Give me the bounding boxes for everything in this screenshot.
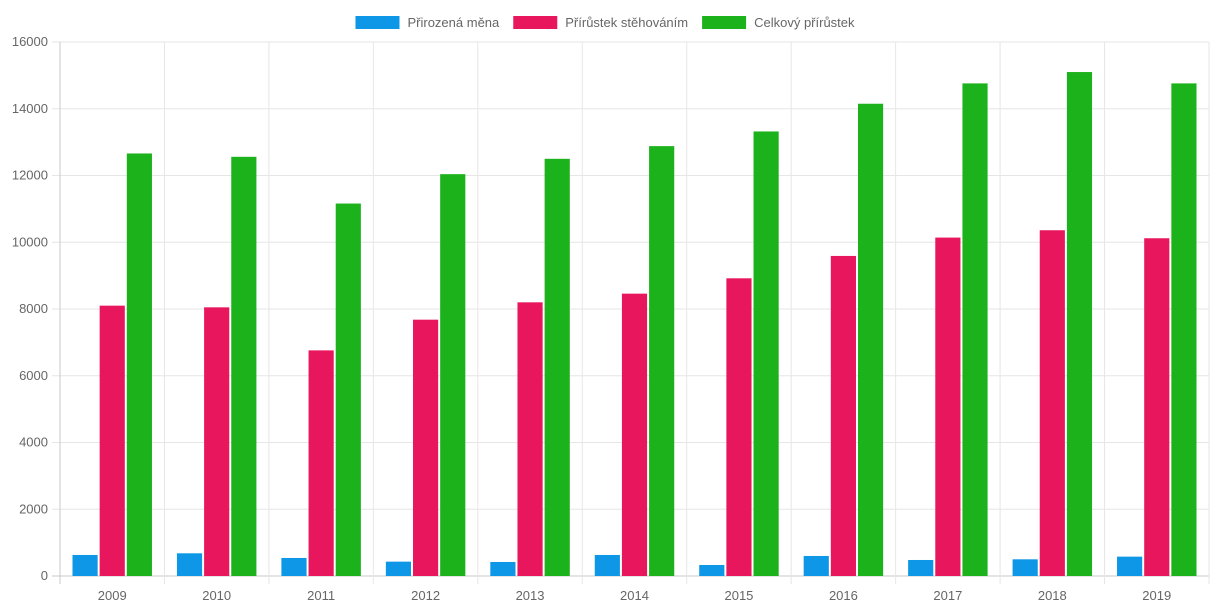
x-tick-label: 2016 — [829, 588, 858, 601]
x-tick-label: 2014 — [620, 588, 649, 601]
bar-3-2009[interactable] — [126, 153, 152, 576]
legend-label[interactable]: Přirozená měna — [407, 15, 500, 30]
x-tick-label: 2017 — [933, 588, 962, 601]
bar-2-2009[interactable] — [99, 305, 125, 576]
bar-2-2014[interactable] — [621, 293, 648, 576]
bar-2-2013[interactable] — [517, 302, 543, 576]
bar-1-2015[interactable] — [699, 564, 725, 576]
y-tick-label: 8000 — [19, 301, 48, 316]
x-tick-label: 2009 — [98, 588, 127, 601]
bar-2-2019[interactable] — [1144, 238, 1170, 576]
x-tick-label: 2010 — [202, 588, 231, 601]
bar-1-2010[interactable] — [176, 553, 203, 576]
y-tick-label: 4000 — [19, 435, 48, 450]
bar-1-2009[interactable] — [72, 554, 98, 576]
bar-1-2013[interactable] — [490, 561, 516, 576]
bar-3-2016[interactable] — [857, 103, 884, 577]
bar-1-2016[interactable] — [803, 555, 829, 576]
bar-1-2017[interactable] — [908, 559, 934, 576]
x-tick-label: 2012 — [411, 588, 440, 601]
bar-3-2011[interactable] — [335, 203, 361, 576]
legend-swatch — [513, 16, 558, 29]
bar-2-2012[interactable] — [413, 319, 439, 576]
y-tick-label: 12000 — [12, 168, 48, 183]
bars — [72, 72, 1197, 577]
bar-3-2015[interactable] — [753, 131, 779, 576]
legend-swatch — [355, 16, 400, 29]
bar-2-2018[interactable] — [1039, 230, 1065, 577]
bar-2-2010[interactable] — [204, 307, 230, 576]
bar-1-2011[interactable] — [281, 557, 307, 576]
axes: 0 2000 4000 6000 8000 10000 12000 14000 16000 200… — [12, 34, 1171, 601]
legend: Přirozená měna Přírůstek stěhováním Celkov… — [355, 15, 855, 30]
y-tick-label: 0 — [41, 568, 48, 583]
x-tick-label: 2018 — [1038, 588, 1067, 601]
x-tick-label: 2011 — [307, 588, 335, 601]
legend-swatch — [702, 16, 747, 29]
y-tick-label: 10000 — [12, 234, 48, 249]
x-tick-label: 2015 — [724, 588, 753, 601]
bar-2-2016[interactable] — [830, 255, 856, 576]
bar-3-2018[interactable] — [1066, 72, 1093, 576]
bar-1-2014[interactable] — [594, 554, 620, 576]
bar-3-2013[interactable] — [544, 158, 570, 576]
bar-3-2019[interactable] — [1171, 83, 1197, 576]
bar-1-2012[interactable] — [385, 561, 412, 576]
y-tick-label: 2000 — [19, 501, 48, 516]
y-tick-label: 14000 — [12, 101, 48, 116]
x-tick-label: 2019 — [1142, 588, 1171, 601]
bar-1-2018[interactable] — [1012, 559, 1038, 576]
legend-label[interactable]: Celkový přírůstek — [754, 15, 855, 30]
bar-3-2010[interactable] — [231, 156, 257, 576]
bar-3-2014[interactable] — [649, 146, 675, 576]
y-tick-label: 16000 — [12, 34, 48, 49]
bar-3-2012[interactable] — [440, 174, 466, 577]
y-tick-label: 6000 — [19, 368, 48, 383]
bar-3-2017[interactable] — [962, 83, 988, 576]
bar-1-2019[interactable] — [1117, 556, 1143, 576]
bar-2-2011[interactable] — [308, 350, 334, 576]
legend-label[interactable]: Přírůstek stěhováním — [565, 15, 688, 30]
bar-2-2015[interactable] — [726, 278, 752, 576]
bar-2-2017[interactable] — [935, 237, 961, 576]
x-tick-label: 2013 — [516, 588, 545, 601]
